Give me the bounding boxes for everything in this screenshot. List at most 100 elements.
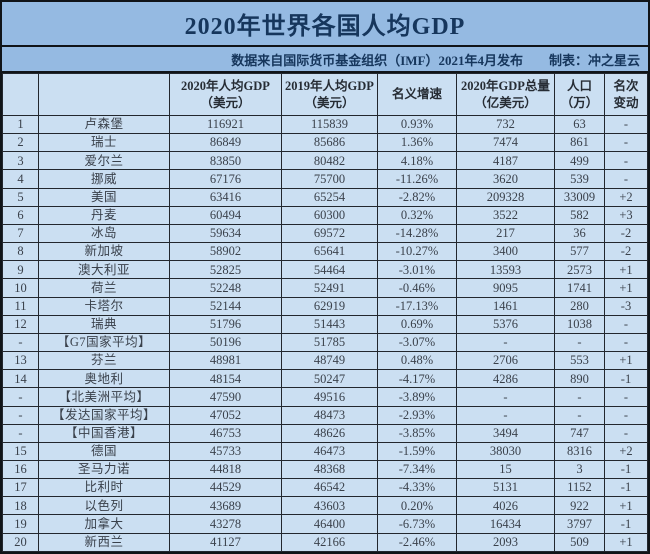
cell-growth: -17.13% (377, 296, 457, 316)
table-row: 15 德国 45733 46473 -1.59% 38030 8316 +2 (2, 441, 648, 461)
cell-population: 1152 (554, 478, 605, 498)
cell-country: 加拿大 (38, 514, 170, 534)
cell-rank: - (2, 332, 39, 353)
cell-country: 圣马力诺 (38, 459, 170, 480)
cell-rank: 18 (2, 496, 39, 516)
cell-gdp2020: 44529 (169, 478, 282, 498)
cell-rank-change: -3 (604, 296, 648, 316)
cell-gdp2020: 58902 (169, 242, 282, 262)
cell-gdp2019: 48626 (281, 423, 378, 443)
cell-gdp2019: 51443 (281, 314, 378, 334)
cell-gdp2019: 60300 (281, 205, 378, 225)
cell-rank: 4 (2, 169, 39, 189)
cell-gdp2019: 46542 (281, 478, 378, 498)
table-row: 19 加拿大 43278 46400 -6.73% 16434 3797 -1 (2, 514, 648, 534)
cell-rank-change: - (604, 423, 648, 443)
cell-rank: 3 (2, 151, 39, 171)
gdp-table: 2020年人均GDP （美元） 2019年人均GDP （美元） 名义增速 202… (2, 73, 648, 552)
cell-growth: 0.32% (377, 205, 457, 225)
header-country (38, 73, 170, 116)
cell-country: 比利时 (38, 478, 170, 498)
cell-gdp2019: 54464 (281, 260, 378, 280)
data-source-note: 数据来自国际货币基金组织（IMF）2021年4月发布 (231, 52, 523, 68)
cell-rank-change: - (604, 114, 648, 135)
cell-rank-change: -2 (604, 242, 648, 262)
table-row: 5 美国 63416 65254 -2.82% 209328 33009 +2 (2, 187, 648, 207)
table-body: 1 卢森堡 116921 115839 0.93% 732 63-2 瑞士 86849 85686… (2, 114, 648, 552)
credit-note: 制表：冲之星云 (548, 52, 640, 68)
cell-population: 539 (554, 169, 605, 189)
header-population: 人口 （万） (554, 73, 605, 116)
table-row: 8 新加坡 58902 65641 -10.27% 3400 577 -2 (2, 242, 648, 262)
cell-rank-change: +1 (604, 496, 648, 516)
cell-gdp2020: 44818 (169, 459, 282, 480)
cell-country: 德国 (38, 441, 170, 461)
cell-rank: 11 (2, 296, 39, 316)
cell-population: 553 (554, 351, 605, 371)
cell-growth: 0.20% (377, 496, 457, 516)
header-gdp2020: 2020年人均GDP （美元） (169, 73, 282, 116)
cell-gdp2019: 46400 (281, 514, 378, 534)
cell-gdp2019: 52491 (281, 278, 378, 298)
cell-rank: 17 (2, 478, 39, 498)
cell-rank-change: -1 (604, 514, 648, 534)
cell-gdp2020: 48154 (169, 369, 282, 389)
cell-gdp2020: 52144 (169, 296, 282, 316)
table-row: - 【中国香港】 46753 48626 -3.85% 3494 747- (2, 423, 648, 443)
cell-growth: -2.93% (377, 405, 457, 425)
cell-gdp2020: 83850 (169, 151, 282, 171)
cell-gdp2020: 50196 (169, 332, 282, 353)
table-row: 13 芬兰 48981 48749 0.48% 2706 553 +1 (2, 351, 648, 371)
cell-growth: -14.28% (377, 223, 457, 244)
cell-gdp-total: 3494 (456, 423, 555, 443)
subtitle-band: 数据来自国际货币基金组织（IMF）2021年4月发布 制表：冲之星云 (2, 47, 648, 73)
cell-rank-change: +1 (604, 532, 648, 552)
cell-gdp-total: - (456, 332, 555, 353)
cell-population: 2573 (554, 260, 605, 280)
header-gdp2019: 2019年人均GDP （美元） (281, 73, 378, 116)
cell-growth: -3.85% (377, 423, 457, 443)
cell-country: 【北美洲平均】 (38, 387, 170, 407)
cell-gdp-total: - (456, 405, 555, 425)
cell-rank: 5 (2, 187, 39, 207)
table-row: - 【G7国家平均】 50196 51785 -3.07% - - - (2, 332, 648, 353)
cell-population: 747 (554, 423, 605, 443)
cell-gdp2020: 43278 (169, 514, 282, 534)
cell-population: 890 (554, 369, 605, 389)
cell-country: 【中国香港】 (38, 423, 170, 443)
cell-gdp-total: 9095 (456, 278, 555, 298)
cell-rank-change: +1 (604, 351, 648, 371)
cell-rank-change: +1 (604, 278, 648, 298)
cell-rank-change: +3 (604, 205, 648, 225)
cell-gdp2020: 46753 (169, 423, 282, 443)
cell-country: 卡塔尔 (38, 296, 170, 316)
cell-country: 冰岛 (38, 223, 170, 244)
cell-rank: - (2, 387, 39, 407)
cell-gdp-total: 2706 (456, 351, 555, 371)
cell-rank: 16 (2, 459, 39, 480)
table-row: - 【北美洲平均】 47590 49516 -3.89% - - - (2, 387, 648, 407)
cell-growth: -0.46% (377, 278, 457, 298)
cell-gdp2019: 85686 (281, 133, 378, 153)
cell-population: 3797 (554, 514, 605, 534)
cell-gdp-total: 2093 (456, 532, 555, 552)
cell-gdp2020: 116921 (169, 114, 282, 135)
cell-population: - (554, 387, 605, 407)
cell-growth: -3.07% (377, 332, 457, 353)
cell-gdp2019: 65641 (281, 242, 378, 262)
cell-country: 奥地利 (38, 369, 170, 389)
cell-population: 509 (554, 532, 605, 552)
cell-gdp2020: 59634 (169, 223, 282, 244)
cell-rank-change: - (604, 387, 648, 407)
cell-country: 瑞士 (38, 133, 170, 153)
cell-country: 卢森堡 (38, 114, 170, 135)
cell-growth: 0.69% (377, 314, 457, 334)
table-row: 7 冰岛 59634 69572 -14.28% 217 36 -2 (2, 223, 648, 244)
cell-growth: -3.01% (377, 260, 457, 280)
header-gdp-total: 2020年GDP总量 （亿美元） (456, 73, 555, 116)
header-growth: 名义增速 (377, 73, 457, 116)
cell-gdp-total: 5376 (456, 314, 555, 334)
cell-growth: -7.34% (377, 459, 457, 480)
cell-rank: 8 (2, 242, 39, 262)
